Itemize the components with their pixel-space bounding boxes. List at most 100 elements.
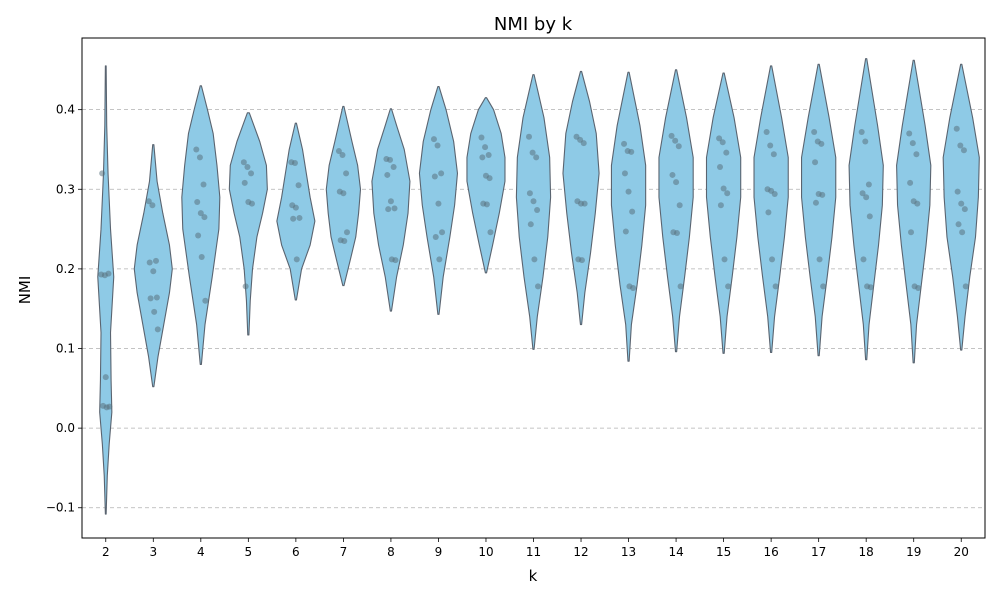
data-point xyxy=(339,152,346,159)
data-point xyxy=(818,140,825,147)
data-point xyxy=(772,283,779,290)
violin-k-11 xyxy=(515,74,552,350)
data-point xyxy=(621,140,628,147)
data-point xyxy=(819,191,826,198)
data-point xyxy=(716,135,723,142)
data-point xyxy=(863,194,870,201)
x-tick-label: 18 xyxy=(859,545,874,559)
data-point xyxy=(193,146,200,153)
data-point xyxy=(533,154,540,161)
data-point xyxy=(485,152,492,159)
data-point xyxy=(858,128,865,135)
data-point xyxy=(479,154,486,161)
x-tick-label: 9 xyxy=(435,545,443,559)
data-point xyxy=(242,283,249,290)
data-point xyxy=(534,206,541,213)
y-tick-label: 0.0 xyxy=(56,421,75,435)
data-point xyxy=(200,181,207,188)
data-point xyxy=(102,374,109,381)
data-point xyxy=(152,257,159,264)
data-point xyxy=(435,200,442,207)
data-point xyxy=(343,229,350,236)
data-point xyxy=(673,230,680,237)
data-point xyxy=(771,191,778,198)
violin-k-12 xyxy=(562,70,600,326)
x-tick-label: 16 xyxy=(763,545,778,559)
data-point xyxy=(482,144,489,151)
x-tick-label: 2 xyxy=(102,545,110,559)
x-tick-label: 8 xyxy=(387,545,395,559)
violin-k-9 xyxy=(418,86,459,315)
data-point xyxy=(820,283,827,290)
violin-k-19 xyxy=(896,59,932,364)
x-tick-label: 20 xyxy=(954,545,969,559)
data-point xyxy=(812,199,819,206)
data-point xyxy=(291,160,298,166)
data-point xyxy=(860,256,867,263)
data-point xyxy=(581,200,588,207)
data-point xyxy=(197,210,204,217)
data-point xyxy=(717,202,724,209)
data-point xyxy=(151,308,158,315)
data-point xyxy=(676,202,683,209)
data-point xyxy=(432,234,439,241)
violins xyxy=(97,58,980,515)
y-tick-label: 0.3 xyxy=(56,182,75,196)
data-point xyxy=(530,198,537,205)
data-point xyxy=(99,170,106,177)
data-point xyxy=(150,268,157,275)
data-point xyxy=(955,221,962,228)
violin-k-4 xyxy=(181,85,221,365)
data-point xyxy=(625,188,632,195)
violin-k-15 xyxy=(705,72,742,354)
x-tick-label: 10 xyxy=(478,545,493,559)
data-point xyxy=(812,159,819,166)
y-axis-ticks: −0.1 0.0 0.1 0.2 0.3 0.4 xyxy=(46,103,82,515)
y-tick-label: 0.2 xyxy=(56,262,75,276)
data-point xyxy=(478,134,485,141)
data-point xyxy=(673,179,680,186)
data-point xyxy=(487,229,494,236)
x-tick-label: 13 xyxy=(621,545,636,559)
data-point xyxy=(672,137,679,144)
data-point xyxy=(103,404,110,411)
data-point xyxy=(240,159,247,166)
data-point xyxy=(341,238,348,245)
x-tick-label: 6 xyxy=(292,545,300,559)
x-tick-label: 11 xyxy=(526,545,541,559)
data-point xyxy=(675,143,682,150)
data-point xyxy=(154,326,161,333)
data-point xyxy=(769,256,776,263)
data-point xyxy=(434,142,441,149)
data-point xyxy=(431,173,438,180)
data-point xyxy=(146,259,153,266)
data-point xyxy=(436,256,443,263)
data-point xyxy=(721,256,728,263)
data-point xyxy=(296,214,303,221)
y-tick-label: 0.1 xyxy=(56,342,75,356)
data-point xyxy=(960,147,967,154)
data-point xyxy=(770,151,777,158)
data-point xyxy=(335,148,342,155)
data-point xyxy=(526,190,533,197)
data-point xyxy=(862,138,869,145)
data-point xyxy=(622,228,629,235)
data-point xyxy=(909,140,916,147)
violin-k-18 xyxy=(848,58,884,361)
data-point xyxy=(196,154,203,161)
violin-k-2 xyxy=(97,65,115,515)
violin-k-6 xyxy=(276,122,316,301)
data-point xyxy=(290,215,297,222)
data-point xyxy=(953,125,960,132)
data-point xyxy=(677,283,684,290)
y-axis-label: NMI xyxy=(16,276,34,305)
data-point xyxy=(385,206,392,213)
data-point xyxy=(295,182,302,189)
x-tick-label: 14 xyxy=(668,545,683,559)
data-point xyxy=(867,284,874,291)
data-point xyxy=(439,229,446,236)
data-point xyxy=(438,170,445,177)
data-point xyxy=(147,295,154,302)
data-point xyxy=(241,179,248,186)
